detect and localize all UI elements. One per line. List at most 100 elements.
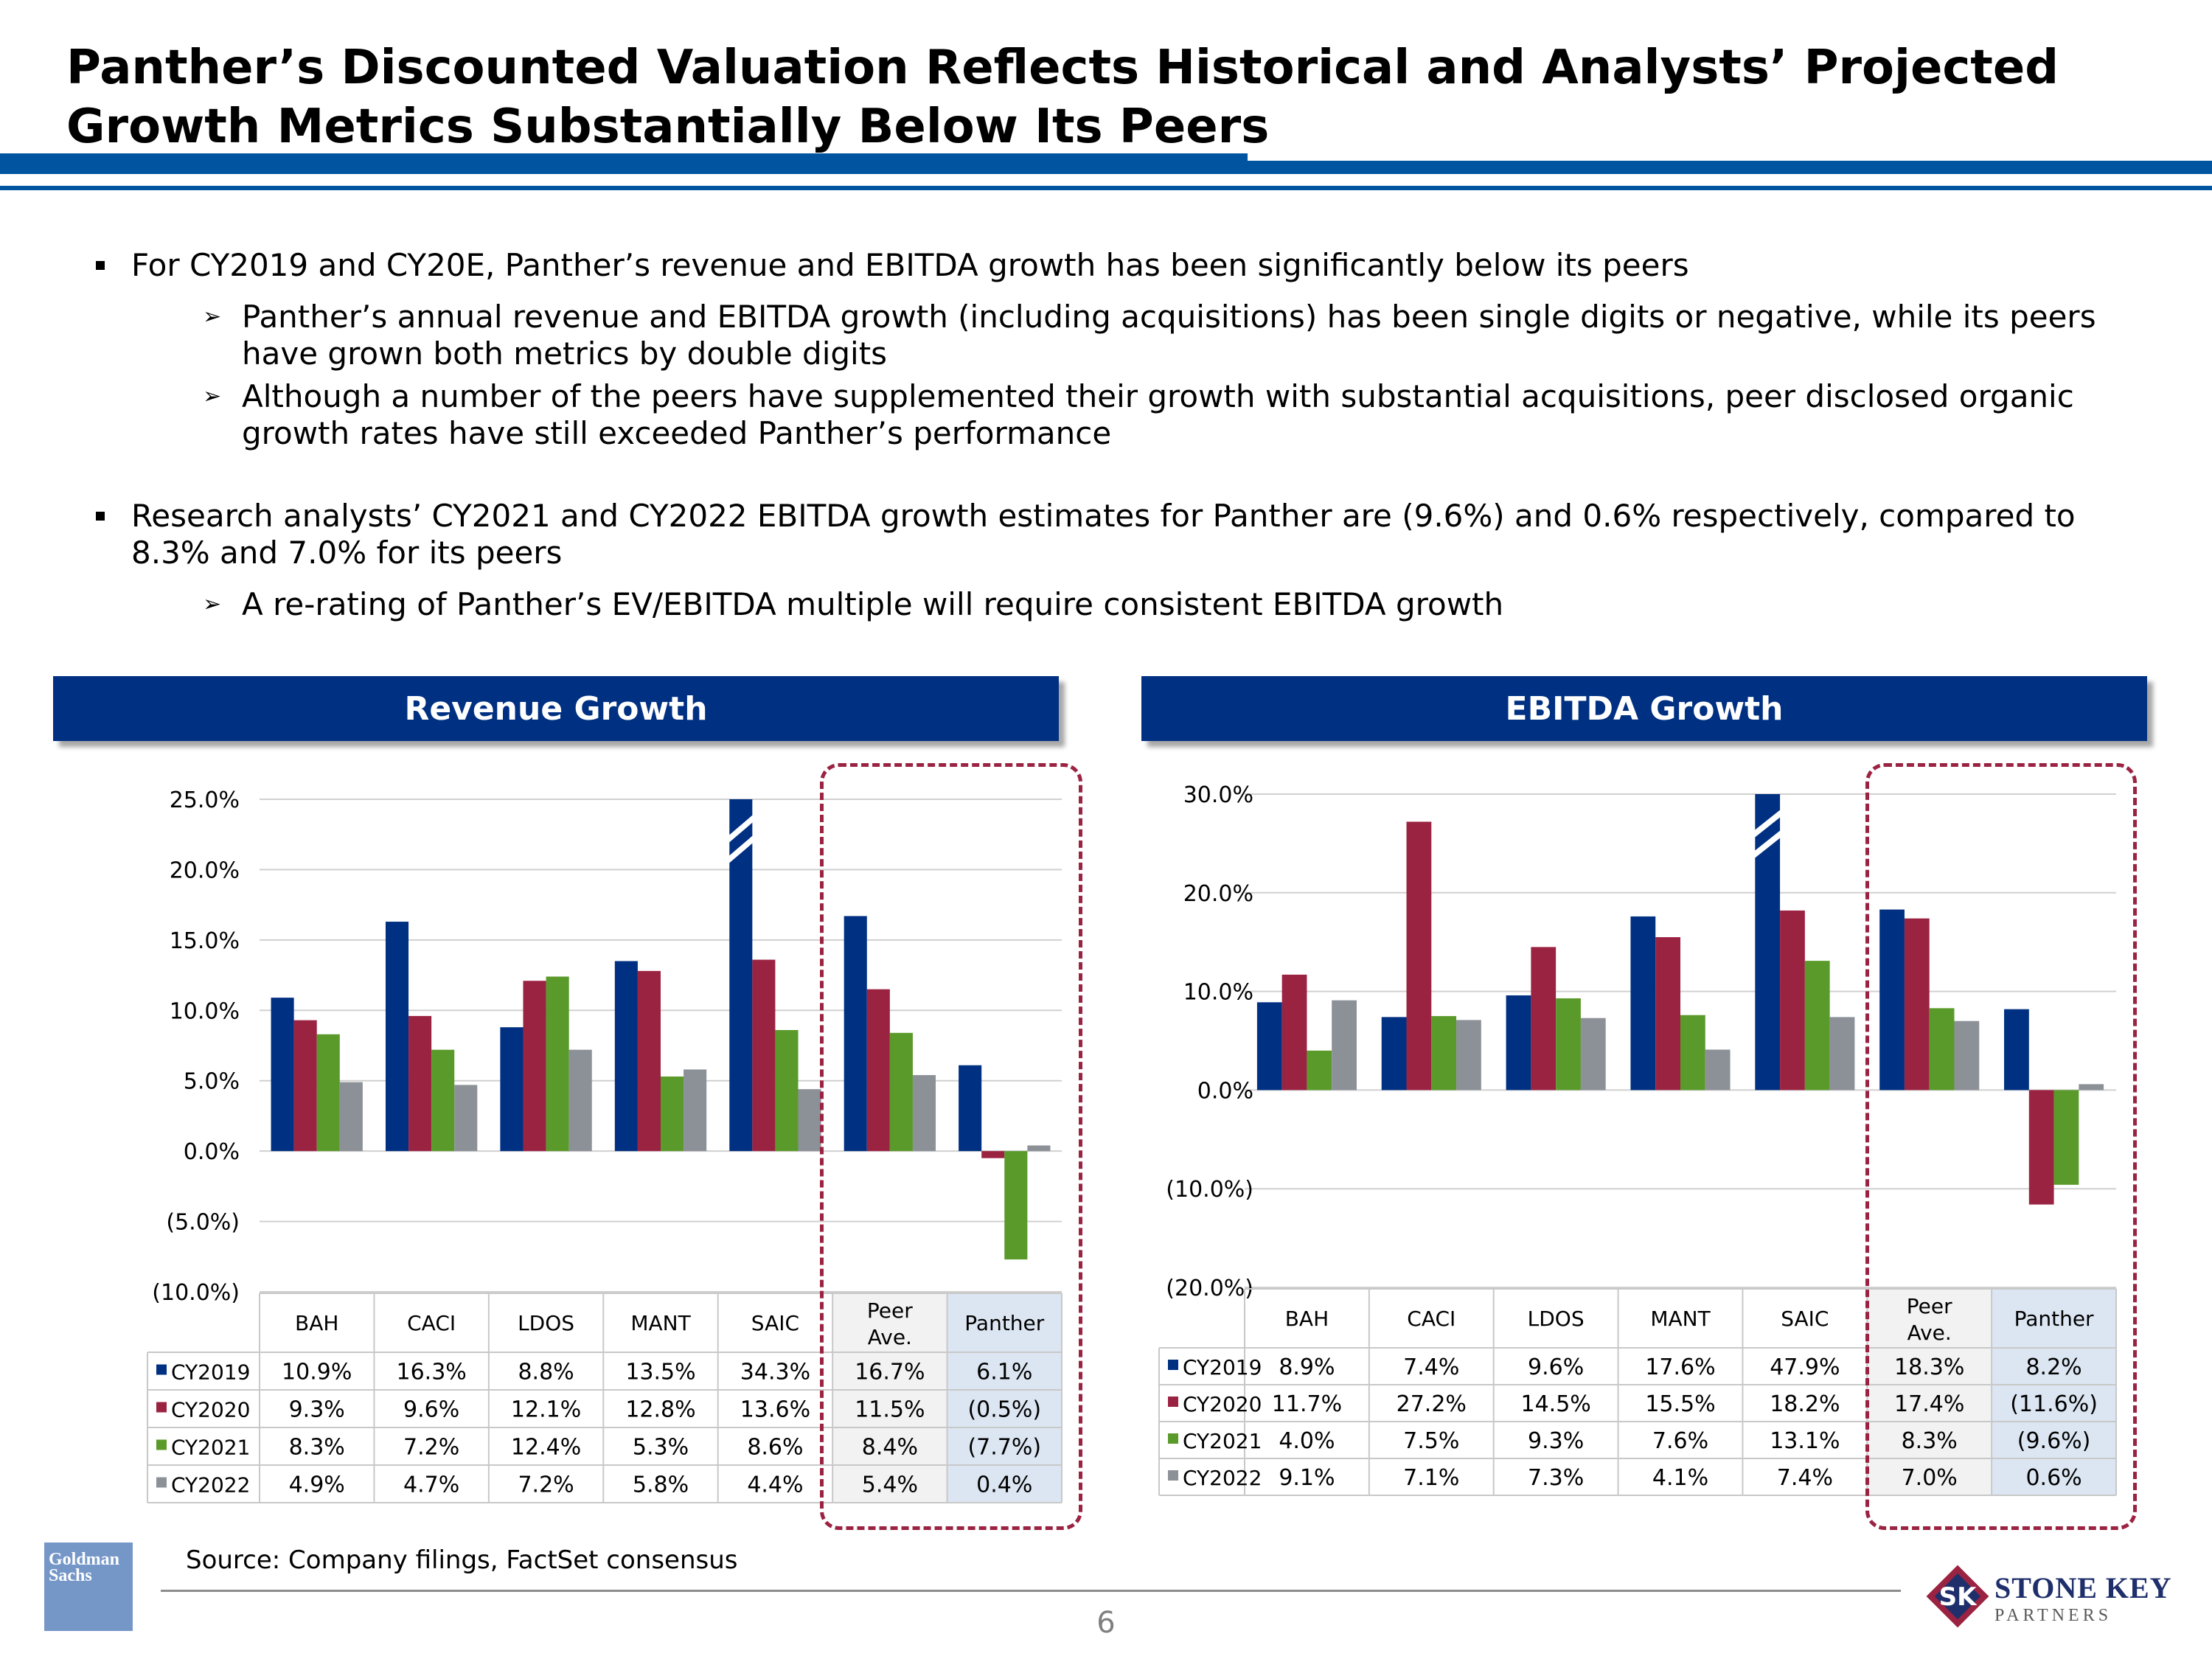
table-header-cell: LDOS <box>1528 1307 1585 1331</box>
table-header-cell: BAH <box>1285 1307 1329 1331</box>
panther-column-bg <box>1992 1289 2116 1495</box>
table-cell: 8.8% <box>518 1360 574 1385</box>
legend-label: CY2019 <box>1183 1355 1262 1380</box>
table-cell: 8.3% <box>289 1435 345 1461</box>
bar-cy2020-caci <box>1406 821 1432 1091</box>
y-tick-label: 30.0% <box>1183 782 1253 808</box>
table-cell: 7.0% <box>1902 1465 1958 1491</box>
legend-label: CY2021 <box>1183 1429 1262 1453</box>
table-cell: 7.3% <box>1528 1465 1584 1491</box>
bar-cy2020-bah <box>1281 974 1307 1091</box>
legend-label: CY2020 <box>171 1398 250 1422</box>
table-cell: 18.3% <box>1894 1354 1964 1380</box>
title-rule-gap <box>1248 153 2212 161</box>
bar-cy2020-ldos <box>523 981 546 1152</box>
table-cell: (9.6%) <box>2017 1428 2091 1454</box>
table-cell: 12.1% <box>511 1397 581 1423</box>
table-cell: (7.7%) <box>967 1435 1041 1461</box>
bar-cy2020-caci <box>408 1015 432 1152</box>
bar-cy2019-peer-ave- <box>1879 909 1905 1091</box>
bar-cy2019-ldos <box>1506 995 1531 1091</box>
legend-swatch-cy2022 <box>1168 1470 1178 1481</box>
bar-cy2019-caci <box>1381 1017 1407 1091</box>
bar-cy2021-peer-ave- <box>889 1032 913 1152</box>
page-number: 6 <box>1096 1606 1116 1640</box>
legend-swatch-cy2021 <box>156 1439 167 1450</box>
bar-cy2022-caci <box>454 1085 478 1152</box>
y-tick-label: 20.0% <box>170 858 240 883</box>
table-cell: (11.6%) <box>2010 1391 2098 1417</box>
bar-cy2020-peer-ave- <box>866 989 890 1152</box>
bar-cy2022-caci <box>1456 1020 1481 1091</box>
bar-cy2022-peer-ave- <box>1954 1020 1980 1091</box>
table-cell: 4.4% <box>747 1472 803 1498</box>
table-cell: 14.5% <box>1520 1391 1590 1417</box>
truncation-mark <box>1753 830 1782 859</box>
table-cell: 13.6% <box>740 1397 810 1423</box>
table-header-cell: MANT <box>630 1311 691 1335</box>
stone-key-subtitle: PARTNERS <box>1994 1606 2112 1625</box>
bar-cy2019-peer-ave- <box>844 916 867 1152</box>
bullet-list: For CY2019 and CY20E, Panther’s revenue … <box>88 247 2138 629</box>
table-cell: 8.3% <box>1902 1428 1958 1454</box>
bar-cy2021-saic <box>775 1030 799 1152</box>
bar-cy2022-peer-ave- <box>912 1075 936 1152</box>
ebitda-panel-header: EBITDA Growth <box>1141 676 2147 741</box>
bar-cy2021-ldos <box>1556 998 1581 1091</box>
bar-cy2021-bah <box>316 1034 340 1152</box>
bar-cy2021-ldos <box>546 976 569 1152</box>
bar-cy2020-ldos <box>1531 947 1557 1091</box>
table-cell: 8.9% <box>1279 1354 1335 1380</box>
revenue-panel-header: Revenue Growth <box>53 676 1059 741</box>
table-header-cell: SAIC <box>1781 1307 1829 1331</box>
table-cell: 16.3% <box>396 1360 466 1385</box>
table-header-cell: Panther <box>2014 1307 2094 1331</box>
title-rule-thin <box>0 186 2212 190</box>
sub-bullet-text: Panther’s annual revenue and EBITDA grow… <box>242 299 2096 372</box>
bar-cy2020-bah <box>293 1020 317 1152</box>
y-tick-label: 0.0% <box>184 1139 240 1165</box>
peer-panther-highlight-revenue <box>820 763 1082 1530</box>
bar-cy2019-mant <box>614 961 638 1152</box>
table-cell: 17.6% <box>1645 1354 1715 1380</box>
peer-column-bg <box>832 1293 947 1503</box>
table-header-cell: Ave. <box>868 1325 912 1349</box>
ebitda-growth-chart: 30.0% 20.0% 10.0% 0.0% (10.0%) (20.0%) BAH CACI… <box>1158 782 2117 1496</box>
goldman-sachs-logo: Goldman Sachs <box>44 1543 133 1631</box>
bar-cy2022-saic <box>1829 1017 1855 1091</box>
revenue-growth-chart: 25.0% 20.0% 15.0% 10.0% 5.0% 0.0% (5.0%) (10.0%… <box>147 787 1062 1503</box>
legend-swatch-cy2020 <box>1168 1397 1178 1407</box>
table-cell: 7.2% <box>518 1472 574 1498</box>
sub-bullet-text: Although a number of the peers have supp… <box>242 378 2074 451</box>
legend-label: CY2020 <box>1183 1392 1262 1416</box>
sub-bullet-text: A re-rating of Panther’s EV/EBITDA multi… <box>242 586 1504 622</box>
table-cell: 9.3% <box>289 1397 345 1423</box>
sub-bullet-item: ➢ Panther’s annual revenue and EBITDA gro… <box>88 299 2138 372</box>
bar-cy2022-bah <box>1332 1000 1357 1091</box>
bar-cy2022-panther <box>2079 1084 2104 1091</box>
arrow-bullet-icon: ➢ <box>203 591 222 617</box>
table-header-cell: MANT <box>1650 1307 1711 1331</box>
table-header-cell: CACI <box>407 1311 456 1335</box>
table-cell: 27.2% <box>1397 1391 1467 1417</box>
bar-cy2019-bah <box>1256 1002 1282 1091</box>
bar-cy2022-bah <box>339 1082 363 1152</box>
table-cell: 8.2% <box>2025 1354 2081 1380</box>
table-cell: 7.4% <box>1777 1465 1833 1491</box>
legend-label: CY2021 <box>171 1436 250 1460</box>
bar-cy2022-mant <box>684 1069 707 1152</box>
table-cell: 15.5% <box>1645 1391 1715 1417</box>
y-tick-label: 10.0% <box>1183 980 1253 1006</box>
table-cell: 5.4% <box>862 1472 918 1498</box>
y-tick-label: (10.0%) <box>152 1280 240 1306</box>
bar-cy2021-caci <box>1431 1016 1457 1091</box>
y-tick-label: 15.0% <box>170 928 240 954</box>
table-cell: 0.4% <box>976 1472 1032 1498</box>
legend-label: CY2019 <box>171 1360 250 1385</box>
stone-key-wordmark: STONE KEY <box>1994 1571 2172 1604</box>
bar-cy2022-panther <box>1027 1145 1051 1152</box>
y-tick-label: 0.0% <box>1197 1078 1253 1104</box>
table-cell: 9.6% <box>1528 1354 1584 1380</box>
table-cell: 18.2% <box>1770 1391 1840 1417</box>
table-cell: 13.1% <box>1770 1428 1840 1454</box>
